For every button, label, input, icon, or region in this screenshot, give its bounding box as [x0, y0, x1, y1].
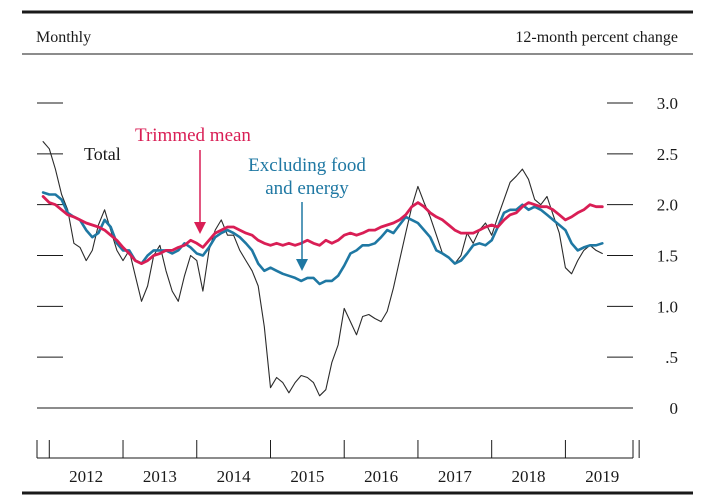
- x-axis: 2012 2013 2014 2015 2016 2017 2018 2019: [36, 440, 640, 486]
- excluding-arrow-head: [296, 259, 308, 271]
- y-tick-label: 1.0: [657, 297, 678, 316]
- frequency-label: Monthly: [36, 29, 91, 46]
- series-layer: [41, 141, 604, 397]
- total-label: Total: [84, 144, 121, 164]
- trimmed-arrow-head: [194, 222, 206, 234]
- x-tick-label: 2015: [290, 467, 324, 486]
- y-tick-label: .5: [665, 348, 678, 367]
- series-trimmed-mean: [41, 195, 604, 266]
- x-tick-label: 2018: [512, 467, 546, 486]
- x-tick-label: 2013: [143, 467, 177, 486]
- excluding-label-line1: Excluding food: [248, 155, 366, 176]
- trimmed-label: Trimmed mean: [135, 125, 251, 146]
- series-total: [42, 141, 603, 397]
- x-tick-label: 2014: [217, 467, 252, 486]
- y-tick-label: 1.5: [657, 247, 678, 266]
- units-label: 12-month percent change: [515, 29, 678, 46]
- y-tick-label: 2.0: [657, 196, 678, 215]
- y-tick-label: 2.5: [657, 145, 678, 164]
- x-tick-label: 2012: [69, 467, 103, 486]
- excluding-label-line2: and energy: [265, 178, 349, 199]
- series-excluding-food-energy: [41, 191, 604, 286]
- x-tick-label: 2017: [438, 467, 473, 486]
- y-axis: 0 .5 1.0 1.5 2.0 2.5 3.0: [37, 94, 678, 418]
- x-tick-label: 2019: [585, 467, 619, 486]
- x-tick-label: 2016: [364, 467, 398, 486]
- y-tick-label: 3.0: [657, 94, 678, 113]
- y-tick-label: 0: [670, 399, 679, 418]
